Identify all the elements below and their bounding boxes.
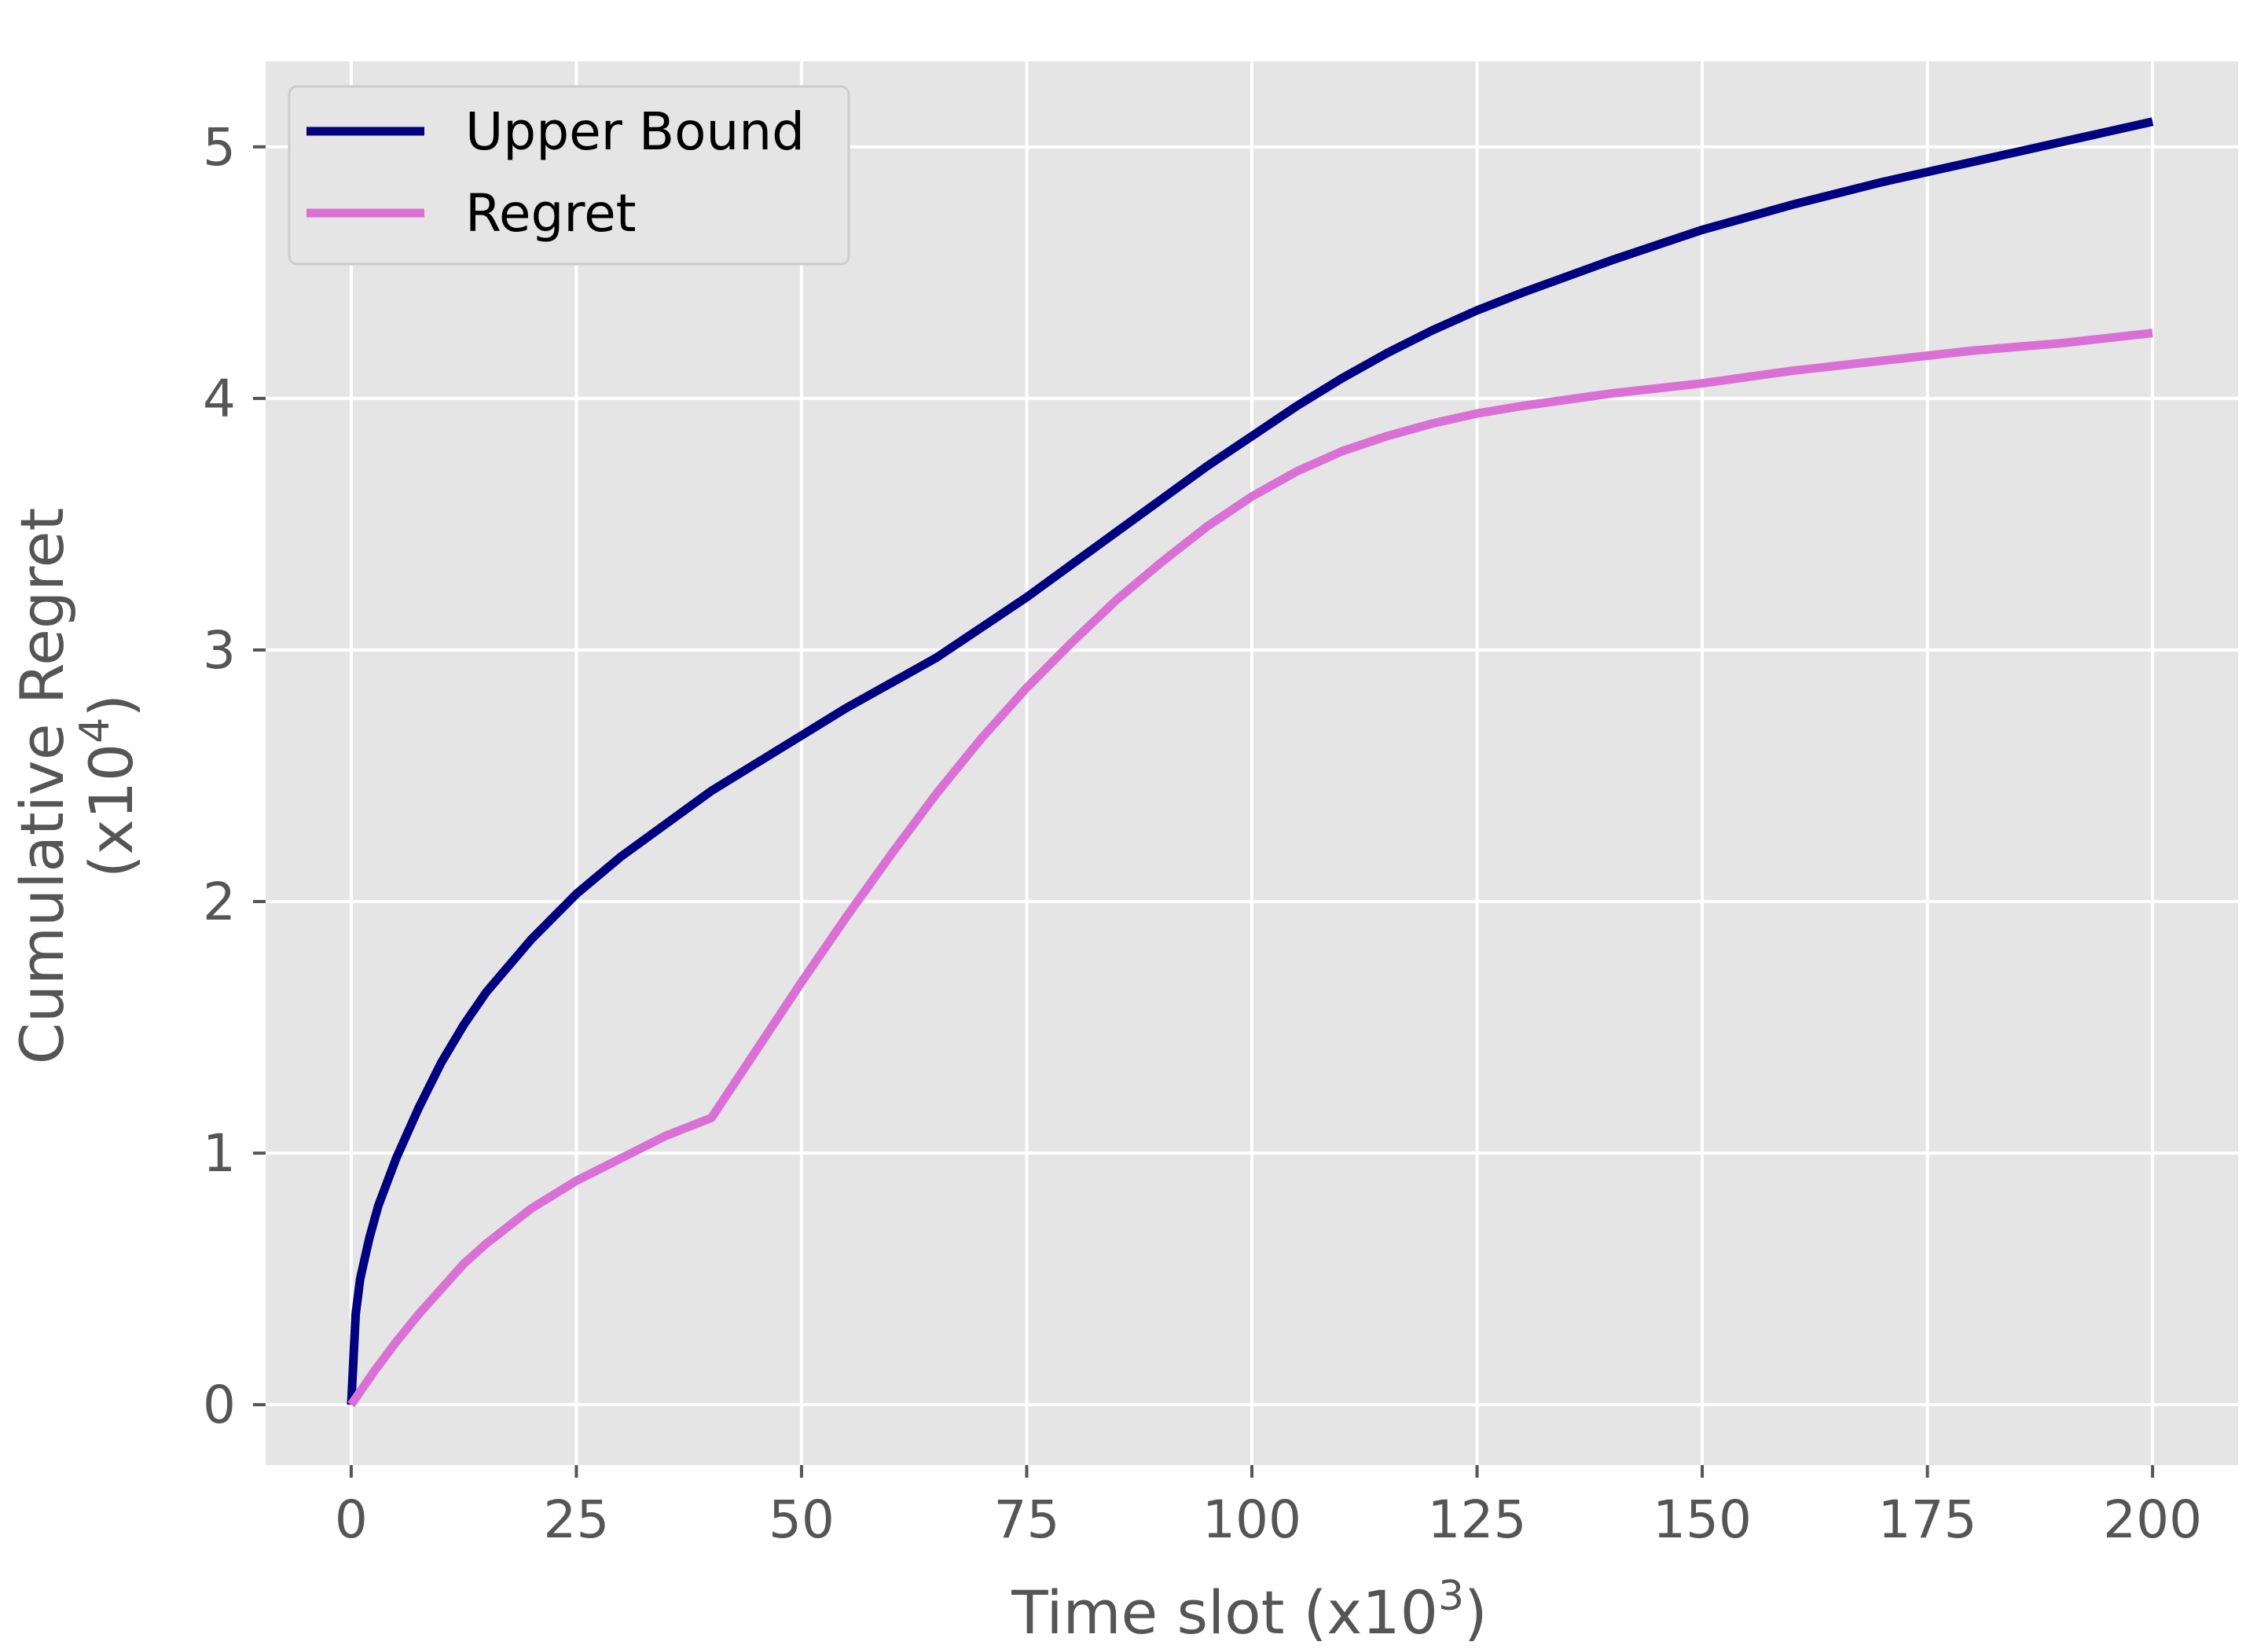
legend: Upper Bound Regret bbox=[288, 85, 850, 266]
legend-label-regret: Regret bbox=[465, 183, 637, 244]
series-line-upper-bound bbox=[347, 117, 2154, 1405]
y-axis-label-line2: (x104) bbox=[72, 694, 146, 878]
grid bbox=[266, 61, 2238, 1465]
series-line-regret bbox=[347, 329, 2153, 1408]
x-tick-label: 175 bbox=[1878, 1489, 1977, 1550]
ticks: 0 25 50 75 100 125 150 175 200 0 1 2 3 4 5 bbox=[203, 117, 2202, 1550]
x-axis-label: Time slot (x103) bbox=[1011, 1573, 1487, 1645]
y-tick-label: 4 bbox=[203, 369, 236, 429]
x-axis-label-close: ) bbox=[1464, 1577, 1488, 1645]
y-axis-label-exponent: 4 bbox=[72, 718, 119, 744]
y-tick-label: 2 bbox=[203, 872, 236, 932]
y-tick-label: 0 bbox=[203, 1375, 236, 1435]
x-tick-label: 0 bbox=[335, 1489, 368, 1550]
x-tick-label: 25 bbox=[543, 1489, 609, 1550]
x-tick-label: 200 bbox=[2103, 1489, 2202, 1550]
y-tick-label: 1 bbox=[203, 1123, 236, 1184]
series-lines bbox=[347, 117, 2154, 1408]
y-tick-label: 3 bbox=[203, 620, 236, 681]
x-tick-label: 100 bbox=[1202, 1489, 1301, 1550]
x-tick-label: 50 bbox=[769, 1489, 835, 1550]
legend-box bbox=[288, 85, 850, 266]
x-tick-label: 150 bbox=[1653, 1489, 1752, 1550]
y-tick-label: 5 bbox=[203, 117, 236, 178]
y-axis-label-line1: Cumulative Regret bbox=[7, 508, 77, 1064]
x-tick-label: 125 bbox=[1428, 1489, 1527, 1550]
y-axis-label: Cumulative Regret (x104) bbox=[7, 508, 146, 1064]
legend-label-upper-bound: Upper Bound bbox=[465, 101, 805, 162]
x-axis-label-exponent: 3 bbox=[1438, 1573, 1464, 1620]
y-axis-label-close: ) bbox=[76, 694, 146, 718]
x-tick-label: 75 bbox=[993, 1489, 1059, 1550]
